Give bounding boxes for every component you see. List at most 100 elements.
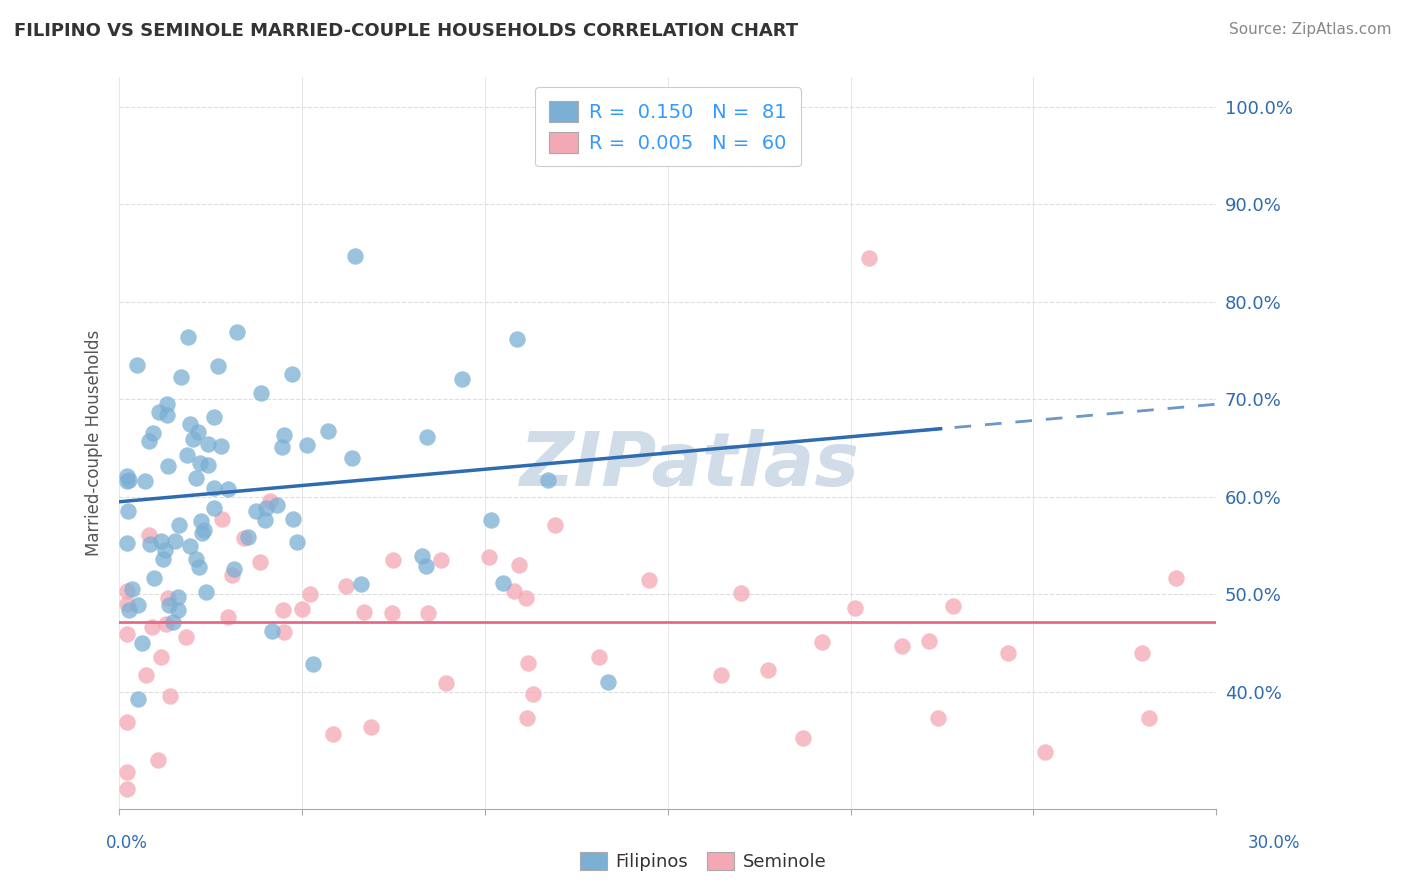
Point	[187, 560, 209, 574]
Legend: R =  0.150   N =  81, R =  0.005   N =  60: R = 0.150 N = 81, R = 0.005 N = 60	[534, 87, 800, 167]
Point	[260, 624, 283, 639]
Text: 0.0%: 0.0%	[105, 834, 148, 852]
Point	[169, 370, 191, 384]
Point	[596, 674, 619, 689]
Point	[927, 710, 949, 724]
Point	[191, 525, 214, 540]
Point	[360, 720, 382, 734]
Point	[135, 667, 157, 681]
Point	[416, 430, 439, 444]
Text: FILIPINO VS SEMINOLE MARRIED-COUPLE HOUSEHOLDS CORRELATION CHART: FILIPINO VS SEMINOLE MARRIED-COUPLE HOUS…	[14, 22, 799, 40]
Point	[115, 626, 138, 640]
Point	[156, 458, 179, 473]
Point	[271, 603, 294, 617]
Point	[146, 753, 169, 767]
Point	[418, 606, 440, 620]
Point	[174, 630, 197, 644]
Point	[207, 359, 229, 373]
Point	[259, 494, 281, 508]
Point	[411, 549, 433, 563]
Point	[434, 675, 457, 690]
Point	[249, 386, 271, 401]
Point	[502, 584, 524, 599]
Point	[340, 451, 363, 466]
Point	[508, 558, 530, 572]
Point	[415, 559, 437, 574]
Point	[225, 326, 247, 340]
Point	[153, 543, 176, 558]
Point	[142, 571, 165, 585]
Point	[150, 650, 173, 665]
Point	[891, 639, 914, 653]
Point	[194, 584, 217, 599]
Point	[522, 687, 544, 701]
Point	[141, 620, 163, 634]
Point	[266, 498, 288, 512]
Point	[162, 615, 184, 630]
Point	[193, 524, 215, 538]
Point	[131, 636, 153, 650]
Point	[1033, 745, 1056, 759]
Point	[115, 583, 138, 598]
Point	[479, 512, 502, 526]
Point	[730, 586, 752, 600]
Point	[179, 417, 201, 431]
Point	[1137, 710, 1160, 724]
Point	[343, 249, 366, 263]
Point	[217, 609, 239, 624]
Point	[285, 534, 308, 549]
Point	[322, 727, 344, 741]
Point	[316, 424, 339, 438]
Point	[197, 436, 219, 450]
Point	[249, 555, 271, 569]
Point	[217, 482, 239, 496]
Point	[302, 657, 325, 672]
Point	[350, 577, 373, 591]
Point	[298, 587, 321, 601]
Point	[211, 512, 233, 526]
Point	[792, 731, 814, 745]
Point	[254, 501, 277, 516]
Point	[516, 710, 538, 724]
Point	[117, 504, 139, 518]
Point	[159, 690, 181, 704]
Point	[127, 358, 149, 372]
Point	[515, 591, 537, 605]
Point	[148, 405, 170, 419]
Point	[221, 567, 243, 582]
Point	[281, 367, 304, 381]
Point	[155, 396, 177, 410]
Point	[756, 663, 779, 677]
Point	[118, 473, 141, 487]
Point	[858, 251, 880, 265]
Point	[710, 668, 733, 682]
Point	[167, 518, 190, 533]
Point	[544, 517, 567, 532]
Point	[134, 475, 156, 489]
Point	[353, 605, 375, 619]
Point	[295, 438, 318, 452]
Point	[115, 782, 138, 797]
Point	[270, 441, 292, 455]
Point	[430, 553, 453, 567]
Point	[115, 469, 138, 483]
Point	[450, 372, 472, 386]
Point	[115, 714, 138, 729]
Point	[233, 531, 256, 545]
Point	[335, 579, 357, 593]
Point	[159, 598, 181, 612]
Point	[167, 603, 190, 617]
Point	[811, 635, 834, 649]
Point	[516, 657, 538, 671]
Point	[224, 562, 246, 576]
Point	[997, 646, 1019, 660]
Text: Source: ZipAtlas.com: Source: ZipAtlas.com	[1229, 22, 1392, 37]
Point	[245, 504, 267, 518]
Point	[152, 552, 174, 566]
Point	[381, 606, 404, 620]
Point	[478, 549, 501, 564]
Point	[127, 691, 149, 706]
Point	[163, 533, 186, 548]
Point	[149, 533, 172, 548]
Y-axis label: Married-couple Households: Married-couple Households	[86, 330, 103, 557]
